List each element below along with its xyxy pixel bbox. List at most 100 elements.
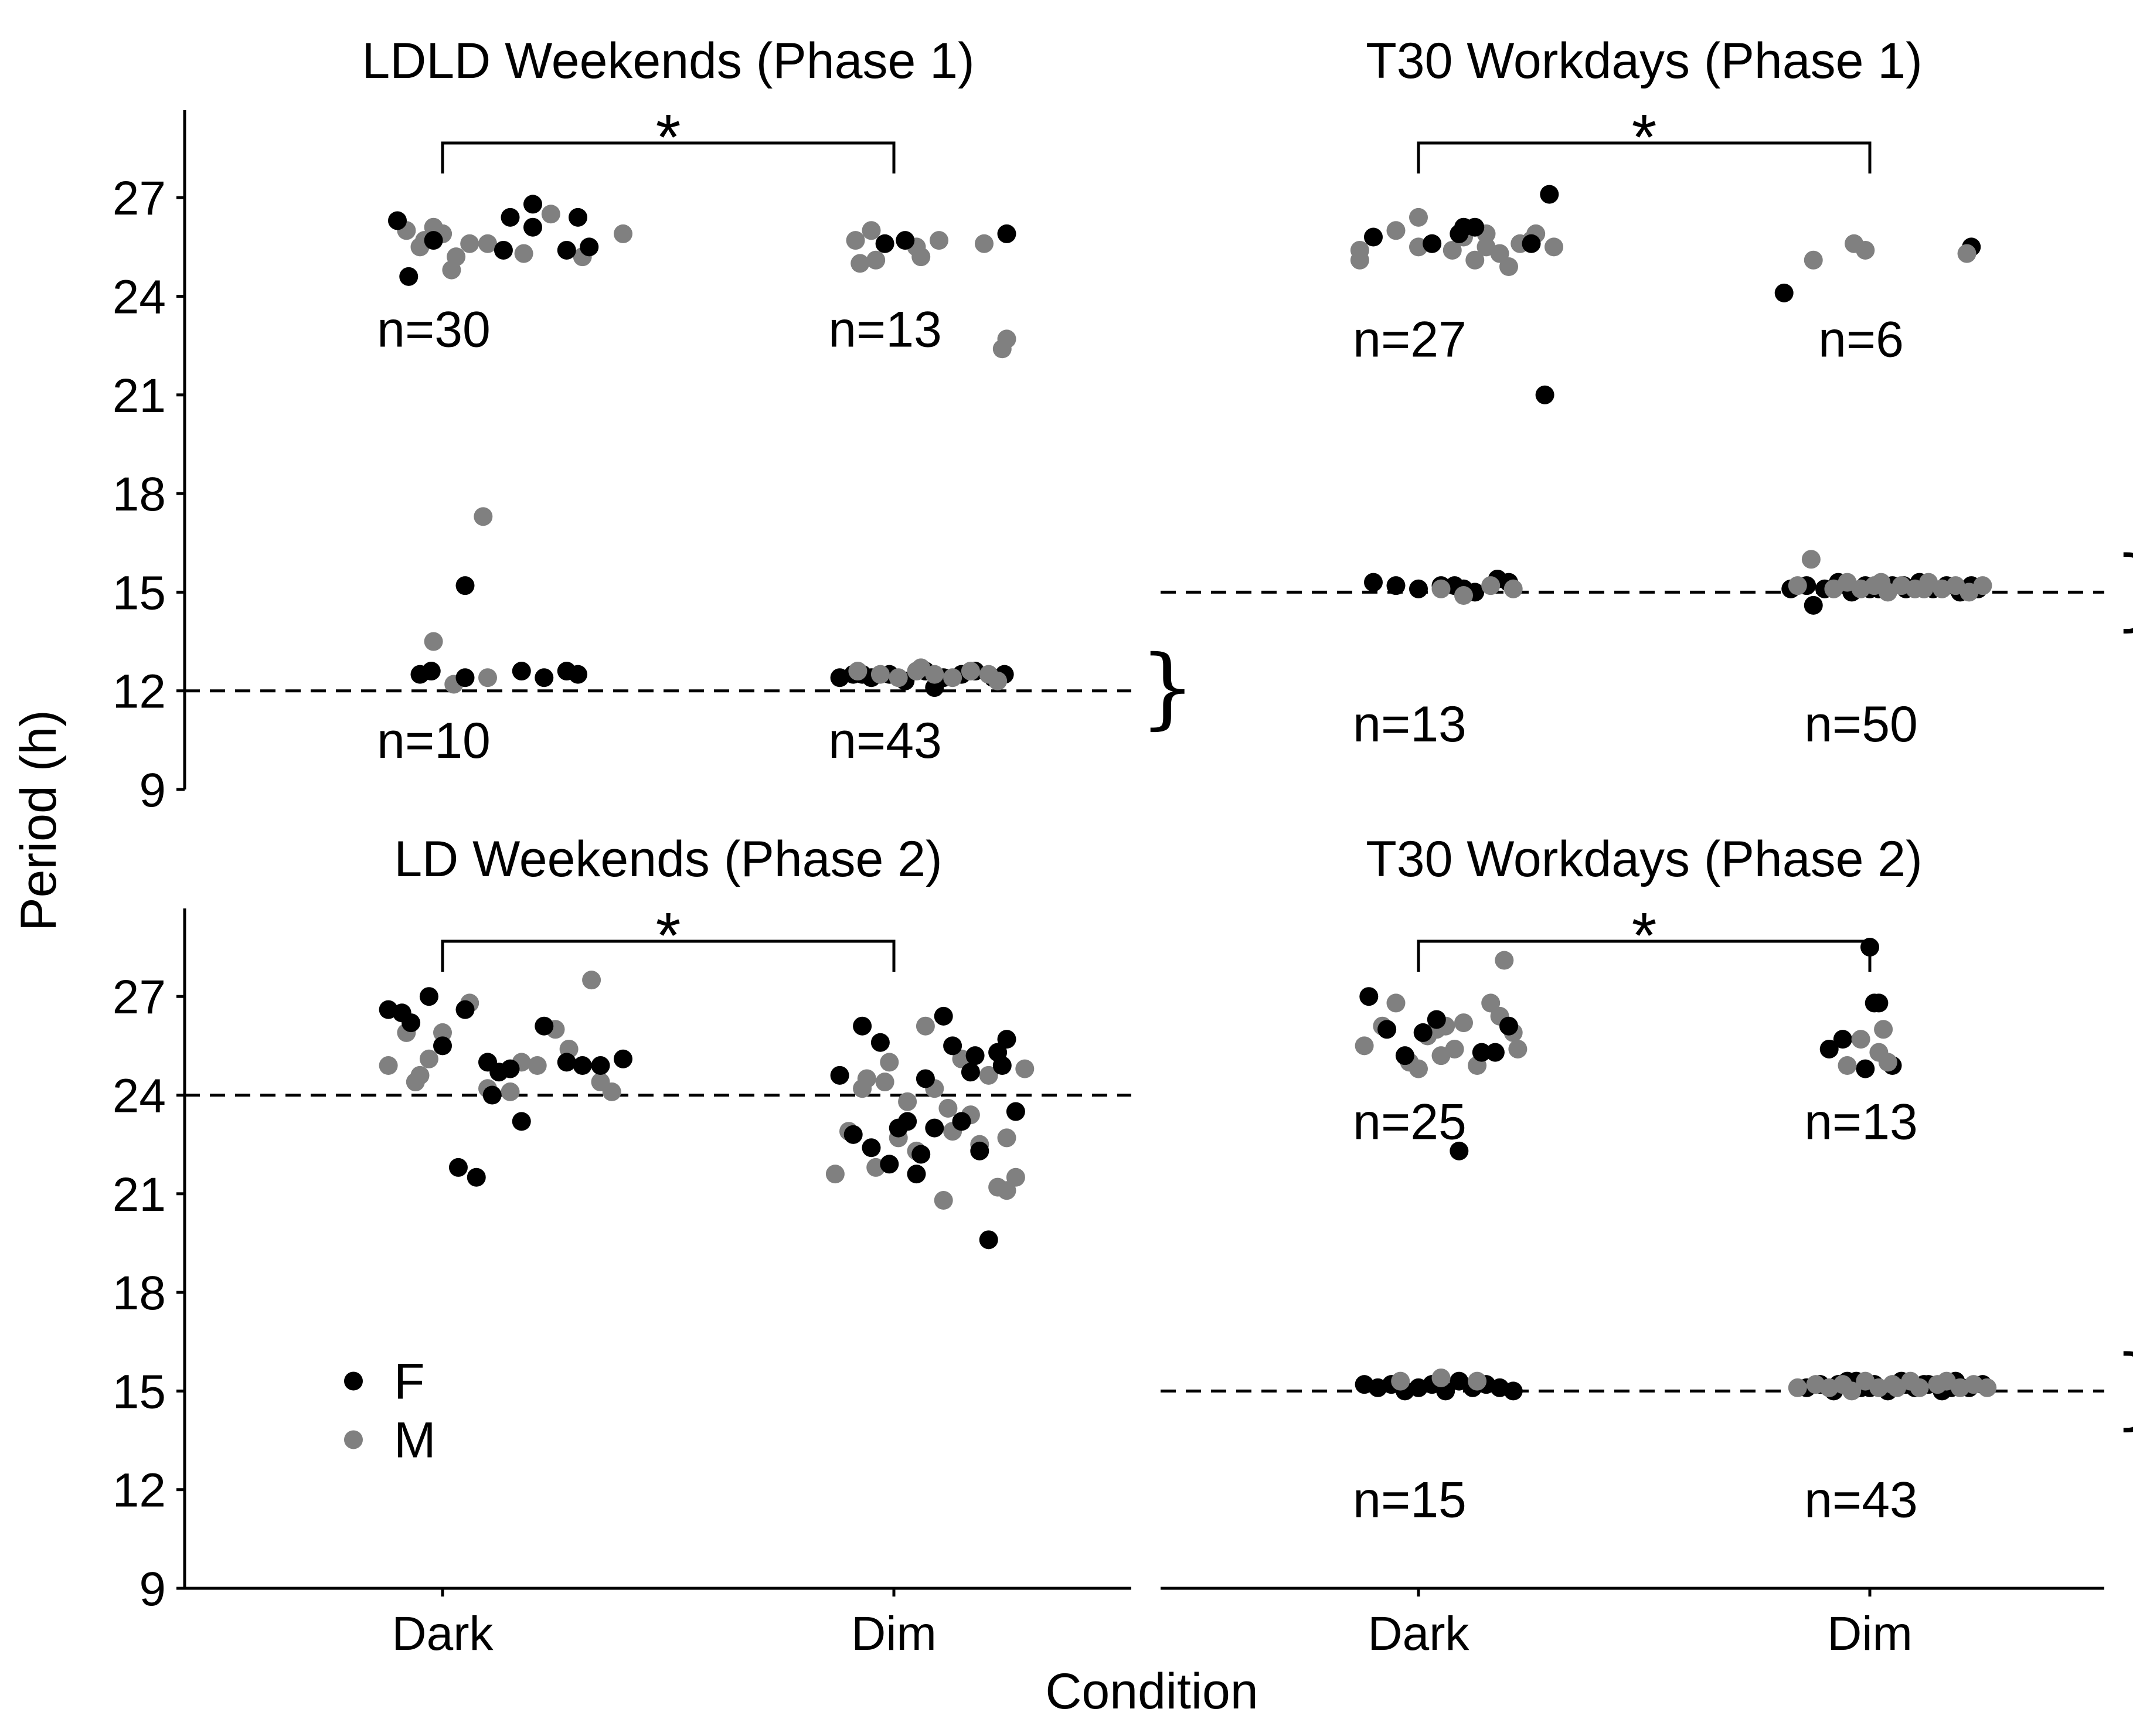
- y-tick-label: 27: [113, 172, 166, 225]
- significance-bracket: [441, 940, 896, 972]
- data-point-M: [379, 1056, 398, 1075]
- data-point-M: [501, 1082, 520, 1101]
- legend-label: M: [394, 1412, 436, 1468]
- data-point-F: [1540, 185, 1559, 204]
- data-point-M: [1431, 579, 1451, 598]
- data-point-M: [474, 507, 493, 526]
- data-point-M: [880, 1053, 899, 1072]
- data-point-M: [1465, 250, 1485, 270]
- data-point-M: [528, 1056, 547, 1075]
- data-point-M: [514, 244, 533, 263]
- count-label: n=43: [828, 713, 942, 769]
- y-axis-title-group: Period (h): [11, 710, 67, 931]
- data-point-M: [1454, 1013, 1473, 1033]
- data-point-F: [925, 1118, 944, 1138]
- legend: FM: [344, 1353, 436, 1468]
- data-point-M: [1503, 579, 1523, 598]
- count-label: n=25: [1353, 1094, 1467, 1150]
- data-point-F: [1409, 579, 1428, 598]
- panel-3: LD Weekends (Phase 2) 9 12 15 18 21 24 27 Dark Di…: [113, 831, 1131, 1660]
- data-point-M: [1887, 1378, 1907, 1397]
- significance-bracket: [1417, 141, 1872, 173]
- data-point-M: [424, 217, 443, 237]
- data-point-M: [1386, 993, 1406, 1013]
- data-point-F: [1522, 234, 1541, 253]
- data-point-M: [1804, 250, 1823, 270]
- data-point-M: [988, 671, 1008, 690]
- data-point-F: [523, 195, 542, 214]
- data-point-M: [862, 221, 881, 240]
- data-point-M: [1495, 951, 1514, 970]
- data-point-F: [880, 1155, 899, 1174]
- data-point-M: [1481, 576, 1501, 595]
- data-point-F: [1450, 224, 1469, 243]
- data-point-F: [569, 665, 587, 684]
- data-point-M: [916, 1016, 935, 1036]
- data-point-M: [419, 1049, 438, 1068]
- data-point-M: [424, 632, 443, 651]
- data-point-F: [970, 1141, 989, 1160]
- data-point-F: [997, 224, 1016, 243]
- brace-mark: }: [2112, 538, 2133, 640]
- data-point-M: [1431, 1368, 1451, 1387]
- data-point-M: [938, 1098, 958, 1118]
- data-point-F: [934, 1006, 953, 1026]
- y-tick-label: 24: [113, 1070, 166, 1123]
- data-point-F: [535, 668, 554, 687]
- data-point-M: [997, 329, 1016, 349]
- data-point-F: [455, 576, 475, 595]
- data-point-F: [569, 207, 587, 227]
- data-point-F: [1364, 227, 1383, 247]
- data-point-F: [862, 1138, 881, 1158]
- data-point-M: [1978, 1378, 1997, 1397]
- y-tick-label: 27: [113, 971, 166, 1024]
- data-point-F: [494, 240, 513, 260]
- y-tick-label: 12: [113, 1464, 166, 1517]
- data-point-M: [1910, 1378, 1929, 1397]
- data-point-M: [866, 250, 886, 270]
- data-point-F: [410, 665, 430, 684]
- data-point-M: [961, 662, 980, 681]
- data-point-F: [1833, 1030, 1852, 1049]
- data-point-F: [965, 1046, 985, 1066]
- y-tick-label: 9: [139, 764, 166, 817]
- data-point-F: [482, 1085, 502, 1105]
- y-tick-label: 18: [113, 468, 166, 521]
- data-point-F: [512, 662, 531, 681]
- data-point-F: [992, 1056, 1012, 1075]
- data-point-M: [1878, 1053, 1897, 1072]
- data-point-M: [442, 260, 461, 280]
- data-point-F: [1427, 1010, 1446, 1029]
- count-label: n=13: [1353, 696, 1467, 753]
- data-point-M: [997, 1181, 1016, 1200]
- data-point-M: [1937, 1371, 1956, 1391]
- legend-key-M: [344, 1430, 363, 1449]
- count-label: n=15: [1353, 1472, 1467, 1529]
- data-point-M: [582, 971, 601, 990]
- y-tick-label: 12: [113, 665, 166, 719]
- data-point-M: [898, 1092, 917, 1111]
- y-tick-label: 18: [113, 1267, 166, 1320]
- data-point-M: [1006, 1167, 1025, 1187]
- data-point-F: [1774, 283, 1794, 302]
- data-point-M: [1468, 1371, 1487, 1391]
- data-point-F: [591, 1056, 610, 1075]
- x-tick-label: Dark: [1367, 1607, 1469, 1660]
- count-label: n=13: [828, 302, 942, 358]
- data-point-M: [478, 234, 497, 253]
- data-point-M: [1545, 237, 1563, 257]
- y-tick-label: 9: [139, 1563, 166, 1616]
- data-point-M: [875, 1073, 894, 1092]
- data-point-M: [1391, 1371, 1410, 1391]
- x-axis-title: Condition: [1045, 1663, 1258, 1720]
- data-point-M: [1957, 244, 1976, 263]
- data-point-F: [1804, 595, 1823, 615]
- data-point-M: [460, 234, 479, 253]
- brace-mark: }: [1139, 637, 1195, 739]
- count-label: n=10: [377, 713, 491, 769]
- data-point-M: [851, 254, 870, 273]
- panel-title: LD Weekends (Phase 2): [394, 831, 942, 887]
- data-point-F: [1535, 385, 1554, 404]
- data-point-M: [911, 247, 931, 267]
- data-point-M: [1508, 1039, 1528, 1058]
